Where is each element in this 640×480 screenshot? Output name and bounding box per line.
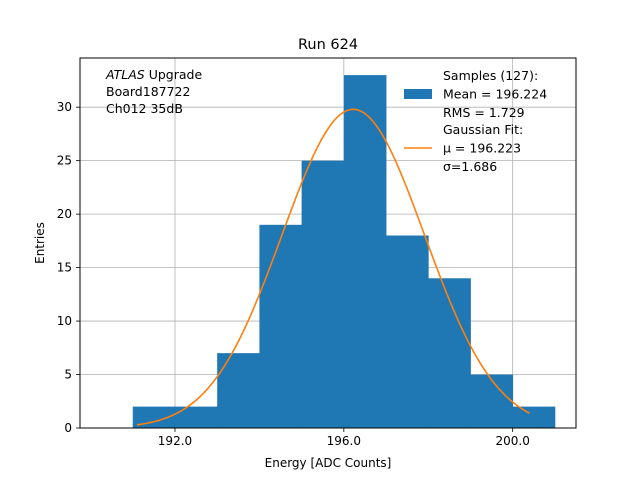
x-tick-label: 196.0: [327, 434, 361, 448]
legend-text: Samples (127):: [443, 68, 538, 83]
chart-title: Run 624: [298, 37, 358, 53]
x-axis-ticks: 192.0 196.0 200.0: [158, 428, 530, 448]
histogram-bar: [386, 235, 429, 428]
histogram-bar: [174, 406, 218, 428]
legend-text: μ = 196.223: [443, 141, 521, 156]
gaussian-fit: [136, 108, 530, 426]
annotation-text: Ch012 35dB: [106, 101, 183, 116]
y-axis-ticks: 0 5 10 15 20 25 30: [57, 100, 80, 435]
y-tick-label: 30: [57, 100, 72, 114]
x-tick-label: 192.0: [158, 434, 192, 448]
histogram-bar: [132, 406, 176, 428]
annotation-line: Board187722: [106, 84, 190, 99]
legend-text: Gaussian Fit:: [443, 122, 523, 137]
histogram-bar: [428, 278, 471, 428]
atlas-annotation: ATLAS Upgrade Board187722 Ch012 35dB: [105, 67, 202, 116]
histogram-bars: [132, 75, 556, 428]
x-axis-label: Energy [ADC Counts]: [265, 456, 392, 470]
legend-text: RMS = 1.729: [443, 105, 525, 120]
legend-text: Mean = 196.224: [443, 87, 547, 102]
histogram-bar: [470, 374, 514, 428]
annotation-text: Board187722: [106, 84, 190, 99]
histogram-bar: [301, 160, 345, 428]
histogram-bar: [512, 406, 556, 428]
annotation-line: Ch012 35dB: [106, 101, 183, 116]
histogram-bar: [217, 353, 260, 428]
y-axis-label: Entries: [33, 222, 47, 264]
y-tick-label: 5: [64, 368, 72, 382]
annotation-italic: ATLAS: [105, 67, 145, 82]
plot-frame: [79, 57, 577, 429]
y-tick-label: 20: [57, 207, 72, 221]
histogram-bar: [343, 75, 387, 428]
x-tick-label: 200.0: [496, 434, 530, 448]
legend-text: σ=1.686: [443, 159, 497, 174]
annotation-line: ATLAS Upgrade: [105, 67, 202, 82]
y-tick-label: 15: [57, 261, 72, 275]
histogram-bar: [259, 224, 303, 428]
y-tick-label: 10: [57, 314, 72, 328]
y-tick-label: 0: [64, 421, 72, 435]
y-tick-label: 25: [57, 154, 72, 168]
legend-patch: [404, 89, 432, 99]
legend: Samples (127): Mean = 196.224 RMS = 1.72…: [404, 68, 547, 174]
annotation-text: Upgrade: [145, 67, 203, 82]
gaussian-fit-curve: [136, 108, 530, 426]
